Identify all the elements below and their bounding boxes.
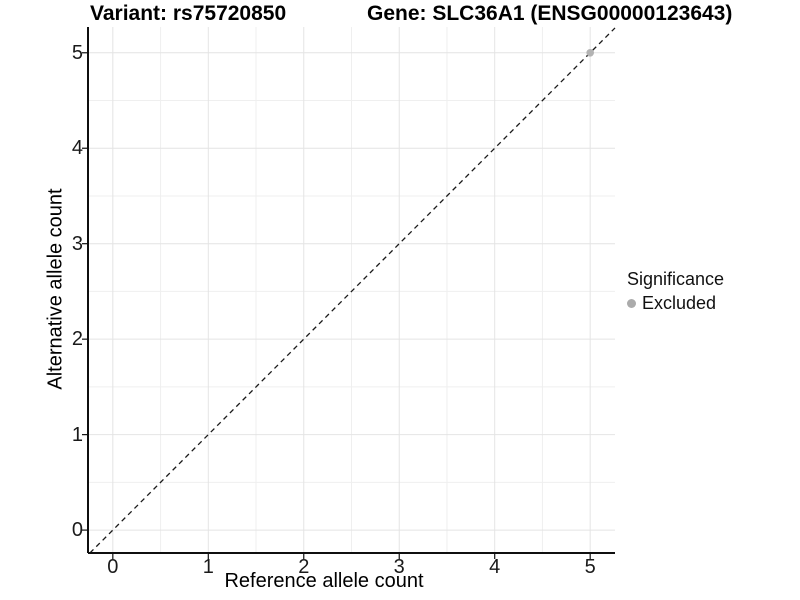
data-point-excluded — [586, 48, 594, 57]
excluded-point-icon — [627, 299, 636, 308]
legend-title: Significance — [627, 269, 725, 289]
y-tick-label: 3 — [71, 232, 83, 255]
legend-item-label: Excluded — [642, 293, 717, 313]
y-axis-title: Alternative allele count — [44, 188, 67, 390]
gene-title: Gene: SLC36A1 (ENSG00000123643) — [367, 2, 733, 25]
y-tick-label: 5 — [71, 41, 83, 64]
y-tick-label: 1 — [71, 423, 83, 446]
x-tick-label: 1 — [202, 556, 214, 578]
x-tick-label: 5 — [584, 556, 596, 578]
x-tick-label: 4 — [489, 556, 501, 578]
y-tick-label: 4 — [71, 137, 83, 160]
x-tick-label: 2 — [298, 556, 310, 578]
y-tick-label: 2 — [71, 328, 83, 351]
x-tick-label: 0 — [107, 556, 119, 578]
legend-item-excluded: Excluded — [627, 293, 724, 314]
x-tick-label: 3 — [393, 556, 405, 578]
variant-title: Variant: rs75720850 — [90, 2, 287, 25]
y-tick-label: 0 — [71, 519, 83, 542]
identity-line — [89, 27, 616, 554]
x-axis-title: Reference allele count — [224, 570, 424, 592]
legend: Significance Excluded — [627, 269, 724, 314]
